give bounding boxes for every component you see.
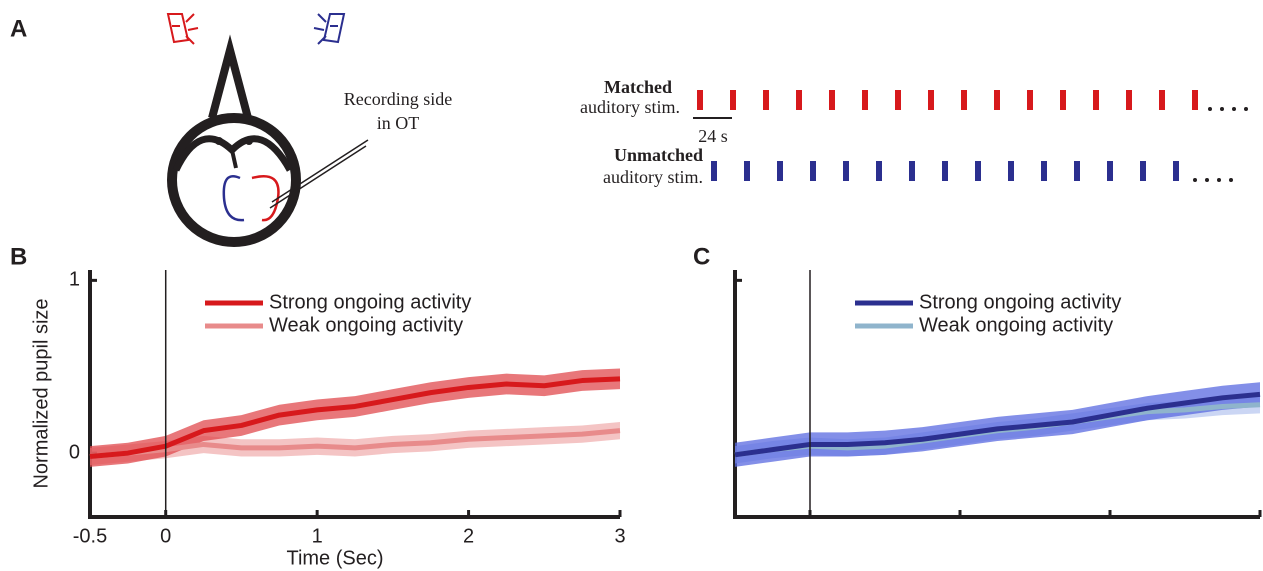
- stim-bar: [730, 90, 736, 110]
- stim-bar: [1008, 161, 1014, 181]
- stim-bar: [994, 90, 1000, 110]
- annotation: Recording side: [344, 89, 452, 109]
- stim-bar: [796, 90, 802, 110]
- x-tick-label: 0: [160, 525, 171, 547]
- ellipsis-dot: [1229, 178, 1233, 182]
- ellipsis-dot: [1244, 107, 1248, 111]
- x-tick-label: -0.5: [73, 525, 107, 547]
- stim-bar: [1074, 161, 1080, 181]
- stim-bar: [829, 90, 835, 110]
- stim-bar: [928, 90, 934, 110]
- annotation: in OT: [377, 113, 420, 133]
- stim-bar: [711, 161, 717, 181]
- stim-bar: [843, 161, 849, 181]
- ellipsis-dot: [1217, 178, 1221, 182]
- row-label: Matched: [604, 77, 672, 97]
- stim-bar: [744, 161, 750, 181]
- speaker-blue: [313, 13, 346, 45]
- row-label: Unmatched: [614, 145, 703, 165]
- stim-bar: [862, 90, 868, 110]
- stim-bar: [1126, 90, 1132, 110]
- stim-bar: [942, 161, 948, 181]
- stim-bar: [697, 90, 703, 110]
- error-band: [90, 368, 620, 467]
- error-band: [735, 382, 1260, 467]
- panel-label: C: [693, 243, 710, 270]
- stim-bar: [763, 90, 769, 110]
- series-line: [89, 428, 621, 460]
- stim-bar: [1140, 161, 1146, 181]
- stim-bar: [1093, 90, 1099, 110]
- stim-bar: [961, 90, 967, 110]
- legend-label: Strong ongoing activity: [269, 291, 471, 313]
- ellipsis-dot: [1220, 107, 1224, 111]
- ellipsis-dot: [1232, 107, 1236, 111]
- stim-bar: [895, 90, 901, 110]
- y-tick-label: 1: [69, 269, 80, 291]
- stim-bar: [909, 161, 915, 181]
- x-tick-label: 1: [312, 525, 323, 547]
- legend-label: Weak ongoing activity: [919, 314, 1113, 336]
- ellipsis-dot: [1193, 178, 1197, 182]
- stim-bar: [1173, 161, 1179, 181]
- y-tick-label: 0: [69, 441, 80, 463]
- stim-bar: [1060, 90, 1066, 110]
- stimulus-trains: [697, 90, 1248, 182]
- row-label: auditory stim.: [580, 97, 680, 117]
- row-label: auditory stim.: [603, 167, 703, 187]
- stim-bar: [1192, 90, 1198, 110]
- error-band: [90, 422, 620, 466]
- panel-label: B: [10, 243, 27, 270]
- panel-label: A: [10, 15, 27, 42]
- legend-label: Weak ongoing activity: [269, 314, 463, 336]
- stim-bar: [975, 161, 981, 181]
- owl-head: [167, 34, 369, 247]
- series-line: [89, 376, 621, 460]
- stim-bar: [1159, 90, 1165, 110]
- speaker-red: [166, 13, 199, 45]
- ellipsis-dot: [1208, 107, 1212, 111]
- series-line: [734, 391, 1261, 458]
- stim-bar: [1107, 161, 1113, 181]
- y-axis-label: Normalized pupil size: [30, 298, 52, 488]
- scale-label: 24 s: [698, 126, 728, 146]
- x-tick-label: 2: [463, 525, 474, 547]
- ellipsis-dot: [1205, 178, 1209, 182]
- stim-bar: [777, 161, 783, 181]
- stim-bar: [876, 161, 882, 181]
- stim-bar: [1041, 161, 1047, 181]
- stim-bar: [1027, 90, 1033, 110]
- stim-bar: [810, 161, 816, 181]
- x-tick-label: 3: [614, 525, 625, 547]
- legend-label: Strong ongoing activity: [919, 291, 1121, 313]
- x-axis-label: Time (Sec): [286, 547, 383, 569]
